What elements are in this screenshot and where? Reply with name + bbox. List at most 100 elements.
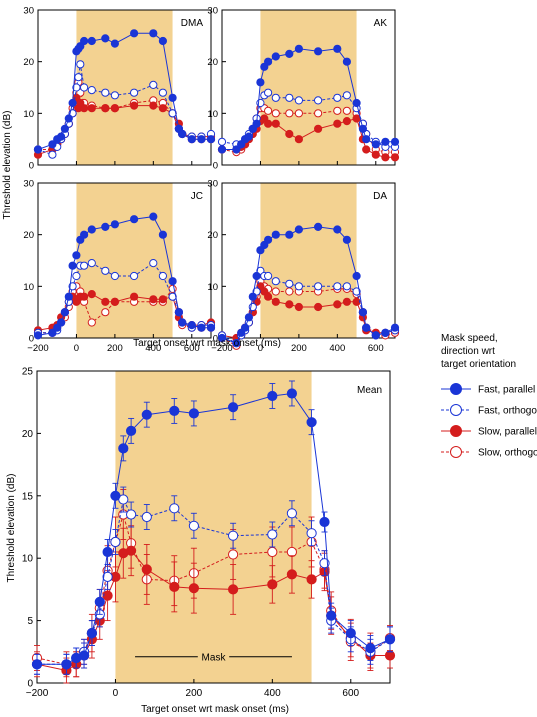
series-fast-parallel (31, 380, 396, 675)
x-tick-label: 200 (186, 688, 203, 699)
x-tick-label: 0 (113, 688, 119, 699)
series-fast-parallel (217, 44, 400, 154)
data-point (342, 282, 351, 291)
data-point (86, 628, 98, 639)
data-point (264, 119, 273, 128)
data-point (342, 117, 351, 126)
data-point (102, 590, 113, 601)
data-point (342, 57, 351, 66)
data-point (126, 509, 137, 520)
data-point (188, 408, 199, 419)
legend-marker (450, 425, 462, 437)
data-point (102, 571, 113, 583)
legend-marker (450, 383, 462, 395)
data-point (244, 132, 253, 141)
data-point (285, 109, 294, 118)
data-point (286, 508, 297, 519)
data-point (285, 93, 294, 102)
data-point (80, 104, 89, 113)
data-point (306, 417, 317, 428)
data-point (158, 230, 167, 239)
data-point (87, 36, 96, 46)
data-point (358, 308, 367, 317)
data-point (72, 271, 81, 281)
data-point (352, 114, 361, 123)
data-point (306, 528, 317, 539)
data-point (80, 83, 89, 92)
data-point (80, 36, 89, 46)
data-point (371, 140, 380, 149)
data-point (390, 323, 400, 332)
x-tick-label: −200 (27, 343, 48, 354)
legend-entry: Fast, parallel (441, 383, 535, 396)
series-line (37, 497, 391, 665)
data-point (141, 564, 152, 575)
legend-entry: Slow, orthogonal (441, 446, 537, 459)
data-point (314, 96, 323, 105)
data-point (267, 579, 278, 590)
legend-entries: Fast, parallel Fast, orthogonal Slow, para… (441, 383, 537, 459)
legend-marker (450, 404, 462, 416)
data-point (381, 137, 390, 146)
data-point (264, 235, 273, 244)
data-point (110, 220, 120, 229)
legend-marker (450, 446, 462, 458)
data-point (101, 222, 110, 231)
data-point (48, 150, 57, 159)
data-point (228, 402, 239, 413)
y-tick-label: 0 (27, 679, 33, 690)
y-tick-label: 10 (207, 109, 218, 120)
data-point (110, 490, 121, 501)
data-point (232, 145, 241, 154)
data-point (371, 150, 380, 159)
data-point (64, 292, 73, 301)
data-point (87, 318, 96, 327)
y-tick-label: 20 (207, 230, 218, 241)
data-point (362, 323, 371, 332)
x-tick-label: 600 (368, 343, 384, 354)
data-point (206, 323, 216, 332)
data-point (333, 106, 342, 115)
panel-title: DA (373, 191, 387, 202)
data-point (228, 530, 239, 541)
data-point (384, 650, 396, 661)
data-point (384, 634, 396, 645)
data-point (188, 583, 199, 594)
data-point (178, 129, 187, 139)
data-point (285, 279, 294, 288)
data-point (264, 292, 273, 301)
y-tick-label: 10 (22, 554, 34, 565)
data-point (110, 536, 121, 548)
data-point (168, 277, 177, 286)
data-point (252, 119, 261, 128)
data-point (381, 328, 390, 337)
plot-frame (221, 9, 396, 166)
data-point (110, 39, 120, 48)
mask-interval-shading (260, 10, 357, 165)
data-point (294, 282, 303, 291)
data-point (241, 323, 250, 332)
legend-entry: Fast, orthogonal (441, 404, 537, 417)
data-point (149, 101, 158, 110)
data-point (314, 282, 323, 291)
y-tick-label: 15 (22, 491, 34, 502)
panel-title: DMA (181, 18, 204, 29)
data-point (87, 290, 96, 299)
data-point (390, 153, 400, 162)
y-tick-label: 20 (23, 230, 34, 241)
data-point (64, 114, 73, 123)
data-point (168, 93, 177, 102)
data-point (371, 331, 380, 340)
y-tick-label: 10 (23, 109, 34, 120)
data-point (267, 390, 278, 402)
data-point (169, 503, 180, 514)
data-point (264, 271, 273, 281)
data-point (286, 569, 297, 580)
data-point (285, 129, 294, 139)
data-point (149, 212, 158, 221)
y-tick-label: 25 (22, 367, 34, 378)
data-point (149, 295, 158, 304)
